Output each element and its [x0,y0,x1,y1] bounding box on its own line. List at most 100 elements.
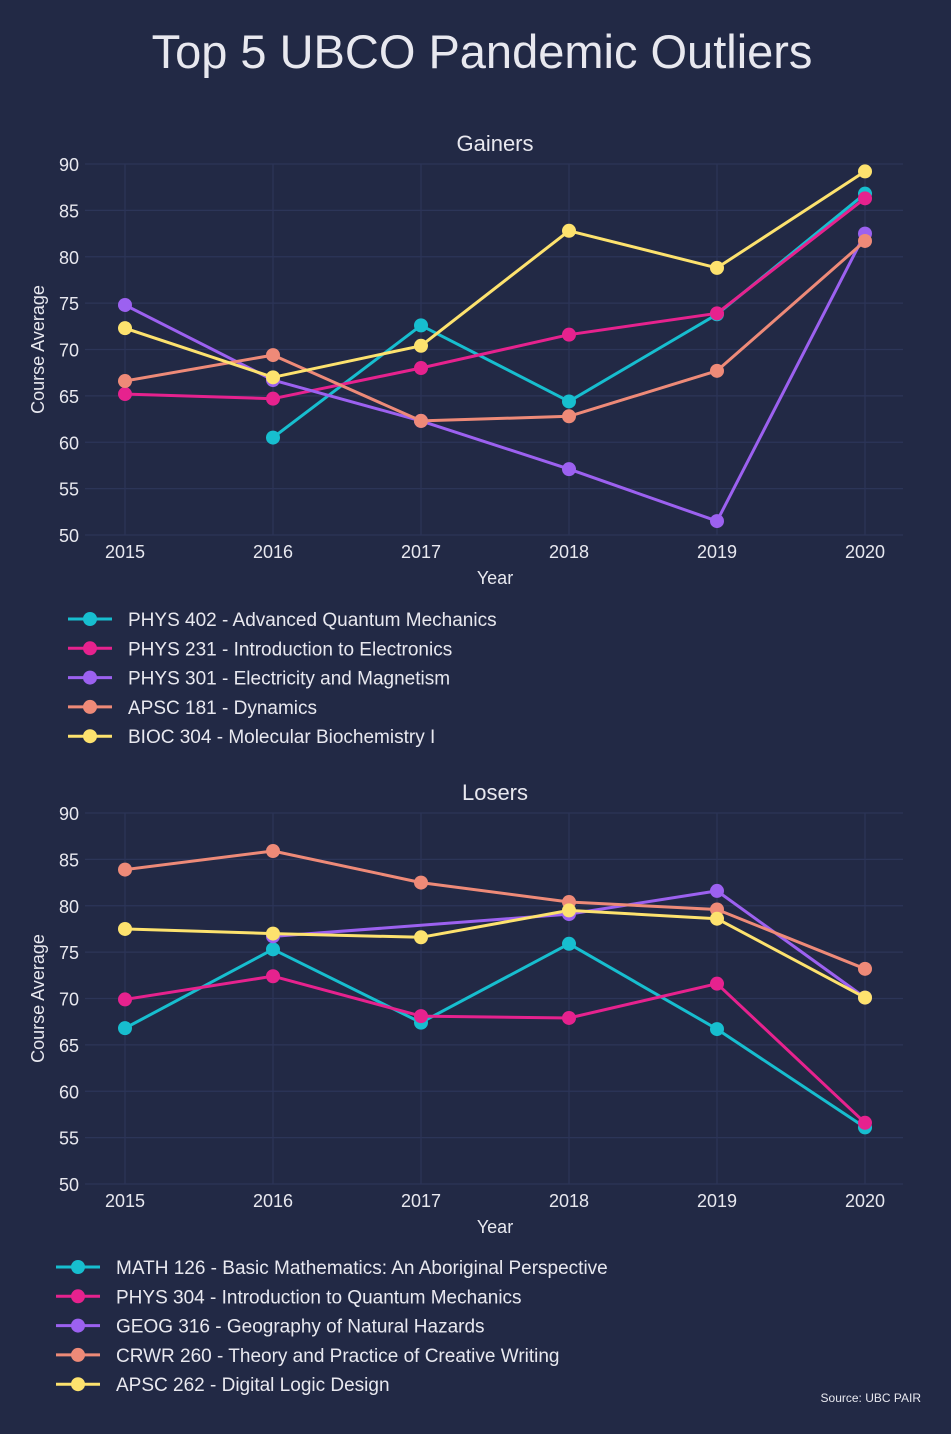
legend-swatch-marker [83,670,97,685]
y-tick-label: 70 [59,341,79,361]
data-point [414,413,428,428]
y-axis-label: Course Average [28,285,48,414]
series-line-4 [124,849,866,971]
data-point [858,191,872,206]
legend-swatch-marker [71,1318,85,1333]
series-line-2 [124,974,867,1124]
y-tick-label: 85 [59,850,79,870]
data-point [414,1009,428,1024]
legend-entry: PHYS 402 - Advanced Quantum Mechanics [128,610,497,631]
series-line-4 [124,239,866,423]
y-tick-label: 75 [59,943,79,963]
legend-entry: PHYS 301 - Electricity and Magnetism [128,669,450,690]
y-tick-label: 80 [59,897,79,917]
source-note: Source: UBC PAIR [821,1391,922,1405]
data-point [710,260,724,275]
data-point [266,430,280,445]
data-point [266,348,280,363]
data-point [266,844,280,859]
legend-entry: PHYS 231 - Introduction to Electronics [128,639,452,660]
x-tick-label: 2016 [253,542,293,562]
data-point [266,969,280,984]
x-tick-label: 2015 [105,542,145,562]
chart-panel-1: Gainers 50 55 60 65 70 75 80 85 90 2015 2016 2017 201… [28,131,903,748]
data-point [710,514,724,529]
data-point [118,862,132,877]
data-point [414,318,428,333]
data-point [562,936,576,951]
x-tick-label: 2020 [845,542,885,562]
x-tick-label: 2019 [697,542,737,562]
data-point [266,926,280,941]
x-tick-label: 2020 [845,1191,885,1211]
x-tick-label: 2018 [549,1191,589,1211]
data-point [118,374,132,389]
x-tick-label: 2015 [105,1191,145,1211]
y-tick-label: 55 [59,480,79,500]
y-tick-label: 70 [59,990,79,1010]
legend-entry: GEOG 316 - Geography of Natural Hazards [116,1317,485,1338]
legend-swatch-marker [83,699,97,714]
y-axis-label: Course Average [28,934,48,1063]
y-tick-label: 80 [59,248,79,268]
data-point [562,327,576,342]
data-point [118,321,132,336]
data-point [562,903,576,918]
legend-swatch-marker [71,1377,85,1392]
legend-entry: CRWR 260 - Theory and Practice of Creati… [116,1346,560,1367]
data-point [118,387,132,402]
series-line-2 [124,197,866,401]
x-tick-label: 2017 [401,1191,441,1211]
data-point [414,338,428,353]
chart-title: Losers [462,780,528,805]
x-tick-label: 2016 [253,1191,293,1211]
data-point [710,306,724,321]
x-tick-label: 2017 [401,542,441,562]
y-tick-label: 65 [59,387,79,407]
data-point [118,992,132,1007]
data-point [118,297,132,312]
y-tick-label: 85 [59,201,79,221]
data-point [710,976,724,991]
data-point [414,361,428,376]
legend-swatch-marker [71,1347,85,1362]
legend-entry: APSC 262 - Digital Logic Design [116,1375,390,1396]
x-axis-label: Year [477,568,513,588]
legend-entry: PHYS 304 - Introduction to Quantum Mecha… [116,1287,522,1308]
chart-title: Gainers [456,131,533,156]
series-line-1 [124,942,866,1129]
data-point [710,883,724,898]
data-point [414,930,428,945]
legend-swatch-marker [83,612,97,626]
data-point [266,391,280,406]
legend-swatch-marker [71,1260,85,1274]
data-point [562,223,576,238]
y-tick-label: 65 [59,1036,79,1056]
data-point [858,1115,872,1130]
y-tick-label: 50 [59,526,79,546]
data-point [266,370,280,385]
y-tick-label: 75 [59,294,79,314]
y-tick-label: 90 [59,804,79,824]
x-axis-label: Year [477,1217,513,1237]
data-point [858,164,872,179]
y-tick-label: 60 [59,1082,79,1102]
data-point [118,921,132,936]
data-point [266,942,280,957]
page-title: Top 5 UBCO Pandemic Outliers [152,25,813,78]
legend-swatch-marker [83,729,97,744]
y-tick-label: 55 [59,1129,79,1149]
data-point [562,394,576,409]
y-tick-label: 50 [59,1175,79,1195]
series-line-3 [272,889,866,999]
data-point [118,1021,132,1036]
data-point [710,911,724,926]
chart-panels: Gainers 50 55 60 65 70 75 80 85 90 2015 2016 2017 201… [28,131,903,1396]
legend-entry: BIOC 304 - Molecular Biochemistry I [128,727,435,748]
data-point [562,409,576,424]
data-point [858,961,872,976]
data-point [414,875,428,890]
data-point [710,363,724,378]
